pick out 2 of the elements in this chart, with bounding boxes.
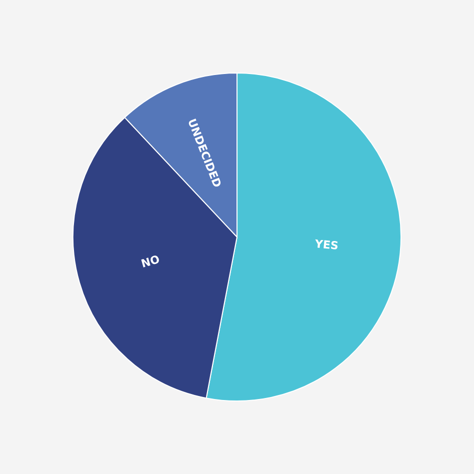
slice-label: NO: [140, 252, 162, 270]
slice-label: YES: [313, 237, 339, 253]
